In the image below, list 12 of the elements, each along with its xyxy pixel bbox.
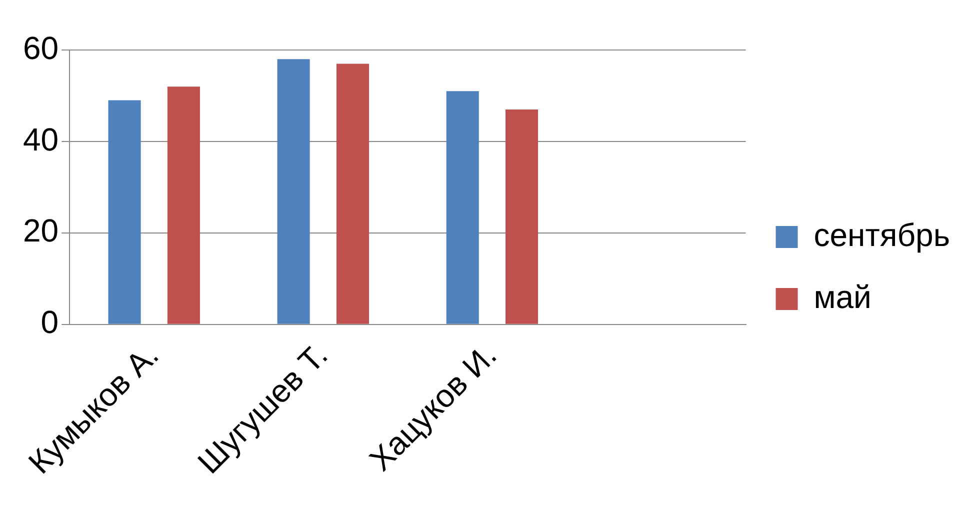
y-tick-label: 40 xyxy=(23,121,59,158)
bar xyxy=(108,100,141,324)
y-tick-label: 60 xyxy=(23,30,59,66)
bar xyxy=(167,86,200,324)
y-tick-label: 0 xyxy=(40,304,59,340)
bar xyxy=(277,59,310,324)
bar xyxy=(506,109,538,324)
y-tick-label: 20 xyxy=(23,212,59,249)
legend-label: май xyxy=(814,278,872,315)
bar xyxy=(336,64,370,324)
bar xyxy=(446,91,479,324)
legend-label: сентябрь xyxy=(814,216,950,253)
